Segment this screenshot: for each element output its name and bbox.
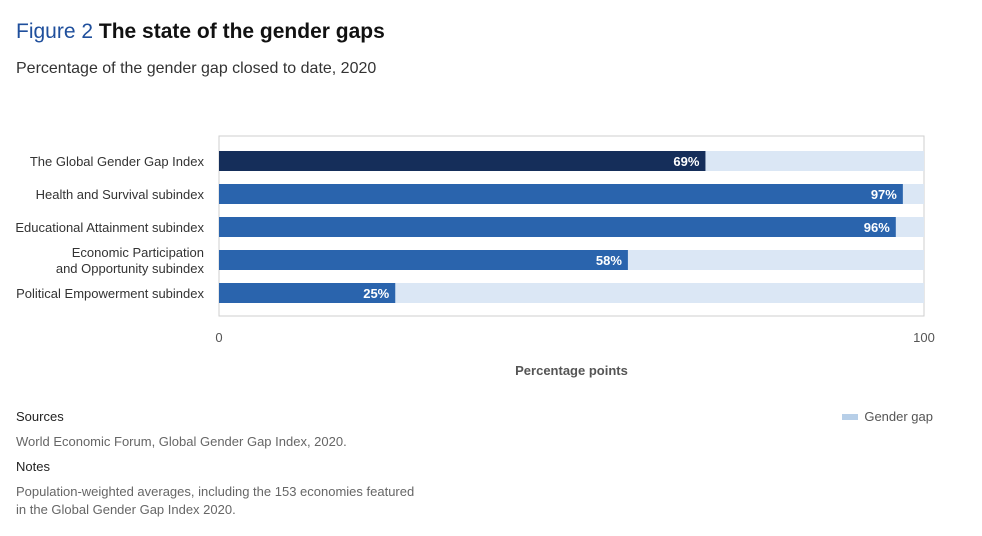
value-bar — [219, 217, 896, 237]
legend-swatch-gender-gap — [842, 413, 859, 420]
notes-heading: Notes — [16, 459, 50, 474]
legend: Gender gap — [842, 409, 933, 424]
data-label: 96% — [864, 220, 890, 235]
sources-text: World Economic Forum, Global Gender Gap … — [16, 434, 347, 449]
data-label: 25% — [363, 286, 389, 301]
value-bar — [219, 184, 903, 204]
x-tick-label: 100 — [913, 330, 935, 345]
category-label: The Global Gender Gap Index — [30, 154, 205, 169]
notes-text: Population-weighted averages, including … — [16, 484, 415, 517]
figure-label: Figure 2 — [16, 20, 94, 43]
x-axis-label: Percentage points — [515, 363, 628, 378]
legend-label-gender-gap: Gender gap — [864, 409, 933, 424]
value-bar — [219, 250, 628, 270]
category-label: Political Empowerment subindex — [16, 286, 204, 301]
chart-subtitle: Percentage of the gender gap closed to d… — [16, 60, 377, 77]
sources-heading: Sources — [16, 409, 64, 424]
data-label: 97% — [871, 187, 897, 202]
figure-title: The state of the gender gaps — [98, 20, 385, 43]
data-label: 69% — [673, 154, 699, 169]
value-bar — [219, 151, 706, 171]
category-label: Educational Attainment subindex — [15, 220, 204, 235]
chart-title: Figure 2 The state of the gender gaps — [16, 20, 385, 44]
category-label: Economic Participation and Opportunity su… — [56, 245, 205, 276]
data-label: 58% — [596, 253, 622, 268]
value-bar — [219, 283, 396, 303]
x-tick-label: 0 — [215, 330, 222, 345]
category-label: Health and Survival subindex — [36, 187, 205, 202]
bar-chart: 69% The Global Gender Gap Index 97% Health … — [15, 135, 935, 378]
